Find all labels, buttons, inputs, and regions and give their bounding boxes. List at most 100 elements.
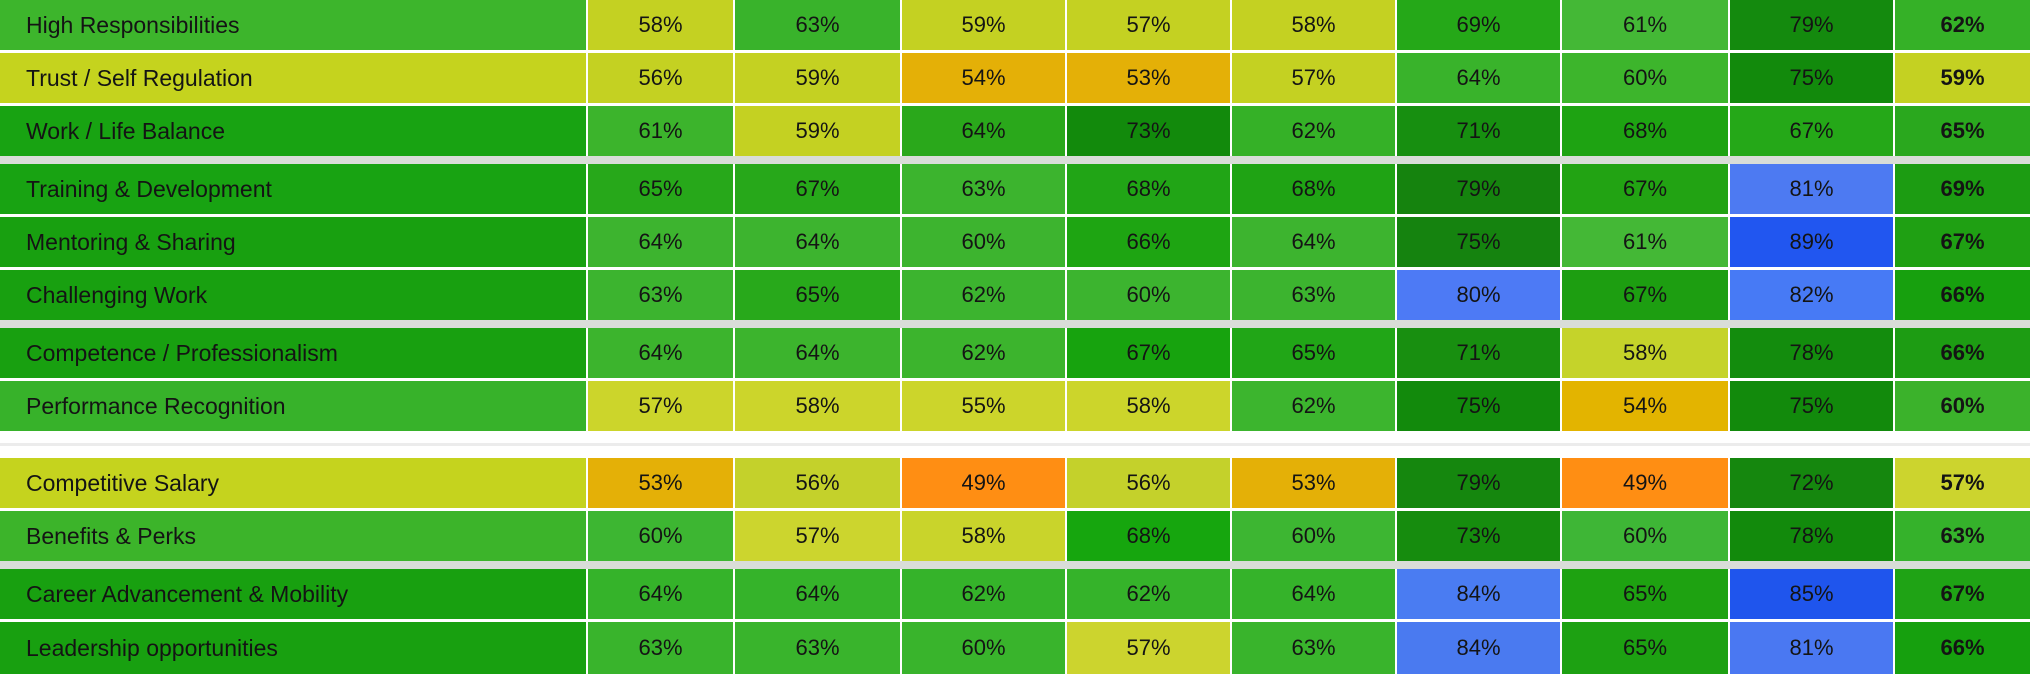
score-cell: 54%	[902, 53, 1065, 103]
score-cell: 58%	[902, 511, 1065, 561]
metric-row: Leadership opportunities 63% 63% 60% 57% 63% 8…	[0, 622, 2030, 674]
metric-row-label: Challenging Work	[0, 270, 586, 320]
summary-score-cell: 63%	[1895, 511, 2030, 561]
summary-score-cell: 60%	[1895, 381, 2030, 431]
row-group: Competitive Salary 53% 56% 49% 56% 53% 79% 49% 7…	[0, 458, 2030, 561]
score-cell: 64%	[1397, 53, 1560, 103]
score-cell: 64%	[588, 569, 733, 619]
score-cell: 75%	[1730, 381, 1893, 431]
metric-row-label: Competitive Salary	[0, 458, 586, 508]
score-cell: 57%	[1067, 0, 1230, 50]
metric-row: Challenging Work 63% 65% 62% 60% 63% 80% 67% 82%…	[0, 270, 2030, 320]
score-cell: 57%	[735, 511, 900, 561]
summary-score-cell: 66%	[1895, 270, 2030, 320]
row-group: High Responsibilities 58% 63% 59% 57% 58% 69% 6…	[0, 0, 2030, 156]
score-cell: 79%	[1397, 458, 1560, 508]
score-cell: 67%	[735, 164, 900, 214]
summary-score-cell: 69%	[1895, 164, 2030, 214]
metric-row-label: Trust / Self Regulation	[0, 53, 586, 103]
score-cell: 57%	[1067, 622, 1230, 674]
score-cell: 65%	[588, 164, 733, 214]
score-cell: 60%	[902, 217, 1065, 267]
metric-row: Mentoring & Sharing 64% 64% 60% 66% 64% 75% 61%…	[0, 217, 2030, 267]
score-cell: 53%	[1232, 458, 1395, 508]
group-separator	[0, 320, 2030, 328]
score-cell: 60%	[1232, 511, 1395, 561]
score-cell: 69%	[1397, 0, 1560, 50]
metric-row-label: Competence / Professionalism	[0, 328, 586, 378]
metric-row: Trust / Self Regulation 56% 59% 54% 53% 57% 64…	[0, 53, 2030, 103]
score-cell: 68%	[1562, 106, 1728, 156]
summary-score-cell: 57%	[1895, 458, 2030, 508]
score-cell: 64%	[902, 106, 1065, 156]
score-cell: 62%	[902, 328, 1065, 378]
score-cell: 64%	[588, 217, 733, 267]
score-cell: 60%	[588, 511, 733, 561]
score-cell: 62%	[902, 569, 1065, 619]
score-cell: 61%	[1562, 217, 1728, 267]
score-cell: 64%	[735, 217, 900, 267]
metric-row-label: Career Advancement & Mobility	[0, 569, 586, 619]
score-cell: 65%	[1232, 328, 1395, 378]
summary-score-cell: 66%	[1895, 328, 2030, 378]
row-group: Training & Development 65% 67% 63% 68% 68% 79%…	[0, 164, 2030, 320]
score-cell: 63%	[735, 622, 900, 674]
score-cell: 49%	[902, 458, 1065, 508]
score-cell: 62%	[1232, 106, 1395, 156]
metric-row-label: Benefits & Perks	[0, 511, 586, 561]
metric-row: Competitive Salary 53% 56% 49% 56% 53% 79% 49% 7…	[0, 458, 2030, 508]
divider-line	[0, 443, 2030, 446]
summary-score-cell: 65%	[1895, 106, 2030, 156]
score-cell: 60%	[902, 622, 1065, 674]
metric-row-label: Performance Recognition	[0, 381, 586, 431]
metric-row-label: Training & Development	[0, 164, 586, 214]
score-cell: 59%	[902, 0, 1065, 50]
score-cell: 75%	[1730, 53, 1893, 103]
score-cell: 64%	[1232, 569, 1395, 619]
section-separator-large	[0, 431, 2030, 458]
group-separator	[0, 156, 2030, 164]
summary-score-cell: 62%	[1895, 0, 2030, 50]
score-cell: 57%	[588, 381, 733, 431]
summary-score-cell: 67%	[1895, 217, 2030, 267]
score-cell: 62%	[1067, 569, 1230, 619]
score-cell: 67%	[1730, 106, 1893, 156]
summary-score-cell: 59%	[1895, 53, 2030, 103]
metric-row: Performance Recognition 57% 58% 55% 58% 62% 75…	[0, 381, 2030, 431]
score-cell: 66%	[1067, 217, 1230, 267]
score-cell: 84%	[1397, 569, 1560, 619]
metric-row-label: High Responsibilities	[0, 0, 586, 50]
score-cell: 89%	[1730, 217, 1893, 267]
score-cell: 63%	[1232, 270, 1395, 320]
score-cell: 60%	[1562, 53, 1728, 103]
score-cell: 71%	[1397, 106, 1560, 156]
group-separator	[0, 561, 2030, 569]
score-cell: 58%	[1067, 381, 1230, 431]
score-cell: 53%	[1067, 53, 1230, 103]
score-cell: 80%	[1397, 270, 1560, 320]
score-cell: 78%	[1730, 328, 1893, 378]
metric-row: Work / Life Balance 61% 59% 64% 73% 62% 71% 68%…	[0, 106, 2030, 156]
score-cell: 73%	[1067, 106, 1230, 156]
score-cell: 75%	[1397, 217, 1560, 267]
score-cell: 84%	[1397, 622, 1560, 674]
score-cell: 56%	[1067, 458, 1230, 508]
score-cell: 79%	[1397, 164, 1560, 214]
score-cell: 64%	[588, 328, 733, 378]
score-cell: 61%	[1562, 0, 1728, 50]
score-cell: 59%	[735, 106, 900, 156]
summary-score-cell: 66%	[1895, 622, 2030, 674]
score-cell: 64%	[735, 569, 900, 619]
score-cell: 63%	[588, 622, 733, 674]
score-cell: 58%	[735, 381, 900, 431]
score-cell: 67%	[1067, 328, 1230, 378]
score-cell: 61%	[588, 106, 733, 156]
score-cell: 63%	[1232, 622, 1395, 674]
score-cell: 49%	[1562, 458, 1728, 508]
score-cell: 63%	[735, 0, 900, 50]
score-cell: 56%	[735, 458, 900, 508]
score-cell: 81%	[1730, 622, 1893, 674]
score-cell: 67%	[1562, 270, 1728, 320]
metric-row-label: Work / Life Balance	[0, 106, 586, 156]
